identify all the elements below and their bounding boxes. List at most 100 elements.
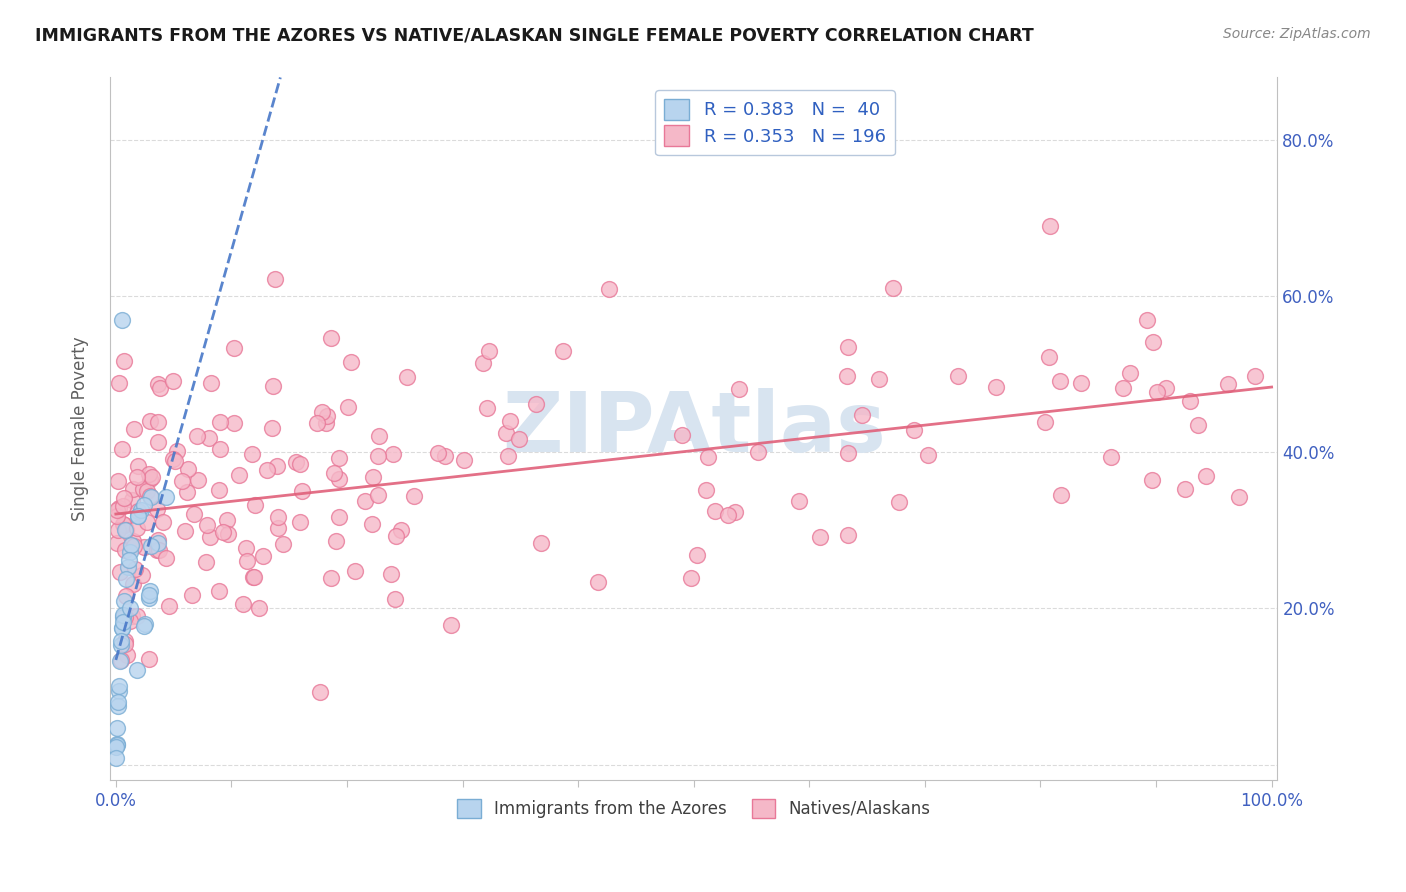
Point xyxy=(105,751,128,765)
Point xyxy=(112,499,135,513)
Point xyxy=(328,472,350,486)
Point xyxy=(200,376,222,390)
Point xyxy=(588,575,610,590)
Point xyxy=(395,370,418,384)
Point xyxy=(115,572,138,586)
Point xyxy=(530,536,553,550)
Point xyxy=(288,457,311,471)
Point xyxy=(1180,393,1202,408)
Point xyxy=(114,633,136,648)
Point xyxy=(111,312,134,326)
Point xyxy=(835,369,858,384)
Point xyxy=(695,483,717,498)
Point xyxy=(903,424,925,438)
Point xyxy=(247,600,270,615)
Point xyxy=(837,446,859,460)
Point xyxy=(380,567,402,582)
Point xyxy=(125,663,148,677)
Point xyxy=(108,679,131,693)
Point xyxy=(361,470,384,484)
Point xyxy=(368,429,391,443)
Text: ZIPAtlas: ZIPAtlas xyxy=(502,388,886,469)
Point xyxy=(551,344,574,359)
Point xyxy=(946,369,969,384)
Point xyxy=(837,528,859,542)
Point xyxy=(224,342,246,356)
Point xyxy=(118,544,141,558)
Point xyxy=(162,452,184,467)
Point xyxy=(208,483,231,497)
Point xyxy=(124,562,146,576)
Point xyxy=(284,455,307,469)
Point xyxy=(131,568,153,582)
Point xyxy=(478,343,501,358)
Point xyxy=(127,504,149,518)
Point xyxy=(508,432,530,446)
Point xyxy=(111,615,134,629)
Point xyxy=(110,654,132,668)
Point xyxy=(724,506,747,520)
Point xyxy=(787,494,810,508)
Point xyxy=(118,614,141,628)
Point xyxy=(868,372,890,386)
Point xyxy=(367,449,389,463)
Point xyxy=(1154,381,1177,395)
Point xyxy=(208,442,231,457)
Point xyxy=(499,414,522,428)
Point xyxy=(136,483,159,498)
Point xyxy=(146,377,169,392)
Point xyxy=(111,442,134,456)
Point xyxy=(149,381,172,395)
Point xyxy=(157,599,180,613)
Point xyxy=(315,409,337,423)
Point xyxy=(704,504,727,518)
Point xyxy=(105,721,128,735)
Point xyxy=(107,695,129,709)
Point xyxy=(115,589,138,603)
Point xyxy=(148,533,170,547)
Point xyxy=(187,473,209,487)
Point xyxy=(882,281,904,295)
Point xyxy=(114,524,136,538)
Point xyxy=(139,414,162,428)
Point xyxy=(148,535,170,549)
Point xyxy=(115,523,138,537)
Text: Source: ZipAtlas.com: Source: ZipAtlas.com xyxy=(1223,27,1371,41)
Point xyxy=(105,536,128,550)
Point xyxy=(138,652,160,666)
Point xyxy=(108,565,131,579)
Point xyxy=(475,401,498,415)
Point xyxy=(120,538,142,552)
Point xyxy=(209,415,232,429)
Point xyxy=(111,516,134,531)
Point xyxy=(243,570,266,584)
Text: IMMIGRANTS FROM THE AZORES VS NATIVE/ALASKAN SINGLE FEMALE POVERTY CORRELATION C: IMMIGRANTS FROM THE AZORES VS NATIVE/ALA… xyxy=(35,27,1033,45)
Point xyxy=(194,555,217,569)
Point xyxy=(1244,369,1267,384)
Point xyxy=(165,453,187,467)
Point xyxy=(112,517,135,532)
Point xyxy=(107,474,129,488)
Point xyxy=(121,482,143,496)
Point xyxy=(176,484,198,499)
Point xyxy=(138,467,160,482)
Point xyxy=(105,739,128,754)
Point xyxy=(122,422,145,436)
Point xyxy=(111,621,134,635)
Point xyxy=(1112,381,1135,395)
Point xyxy=(273,537,295,551)
Point xyxy=(1070,376,1092,391)
Point xyxy=(186,429,208,443)
Point xyxy=(148,434,170,449)
Point xyxy=(127,509,149,524)
Point xyxy=(111,610,134,624)
Point xyxy=(328,450,350,465)
Point xyxy=(323,466,346,480)
Point xyxy=(384,529,406,543)
Point xyxy=(260,421,283,435)
Point xyxy=(107,523,129,537)
Point xyxy=(1194,468,1216,483)
Point xyxy=(112,491,135,506)
Point xyxy=(141,469,163,483)
Point xyxy=(132,498,155,512)
